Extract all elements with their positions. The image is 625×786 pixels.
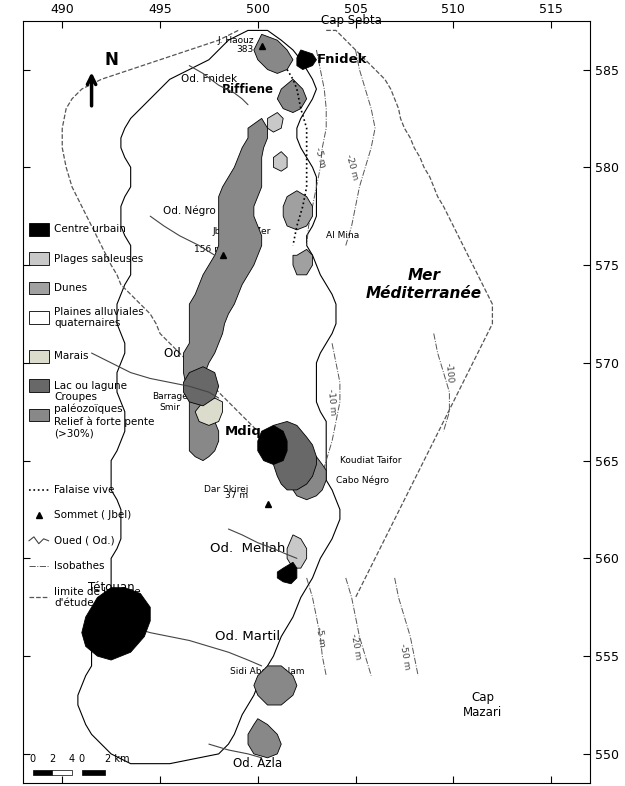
- Text: 2: 2: [49, 754, 56, 764]
- Text: Barrage
Smir: Barrage Smir: [152, 392, 188, 412]
- Text: -50 m: -50 m: [398, 642, 411, 670]
- Text: Fnidek: Fnidek: [316, 53, 367, 66]
- Text: Lac ou lagune: Lac ou lagune: [54, 380, 128, 391]
- Text: Sommet ( Jbel): Sommet ( Jbel): [54, 510, 132, 520]
- Text: Od. Martil: Od. Martil: [216, 630, 281, 643]
- Text: Cabo Négro: Cabo Négro: [336, 476, 389, 485]
- Text: Od. Négro: Od. Négro: [163, 205, 216, 215]
- Polygon shape: [254, 666, 297, 705]
- Text: Falaise vive: Falaise vive: [54, 485, 115, 495]
- Bar: [52, 769, 72, 776]
- Polygon shape: [278, 562, 297, 584]
- Polygon shape: [278, 79, 307, 112]
- Text: -5 m: -5 m: [314, 626, 327, 648]
- Bar: [82, 769, 105, 776]
- Text: Od.  Mellah: Od. Mellah: [210, 542, 286, 555]
- Bar: [29, 281, 49, 295]
- Text: 4: 4: [69, 754, 75, 764]
- Text: 383: 383: [237, 46, 254, 54]
- Text: 2 km: 2 km: [105, 754, 130, 764]
- Polygon shape: [78, 31, 340, 764]
- Text: Oued ( Od.): Oued ( Od.): [54, 536, 115, 545]
- Text: -5 m: -5 m: [313, 146, 328, 169]
- Text: Tétouan: Tétouan: [88, 581, 134, 594]
- Polygon shape: [273, 152, 287, 171]
- Polygon shape: [287, 535, 307, 568]
- Text: Marais: Marais: [54, 351, 89, 362]
- Text: Plages sableuses: Plages sableuses: [54, 254, 144, 263]
- Text: Mer
Méditerranée: Mer Méditerranée: [366, 268, 482, 301]
- Bar: [29, 380, 49, 392]
- Polygon shape: [293, 249, 312, 275]
- Bar: [29, 252, 49, 265]
- Text: 0: 0: [79, 754, 85, 764]
- Text: Koudiat Taifor: Koudiat Taifor: [340, 456, 401, 465]
- Text: -10 m: -10 m: [326, 388, 338, 416]
- Bar: [29, 350, 49, 363]
- Polygon shape: [258, 425, 287, 465]
- Text: 156 m: 156 m: [194, 245, 222, 254]
- Polygon shape: [273, 421, 316, 490]
- Text: Sidi Abdessalam: Sidi Abdessalam: [230, 667, 305, 676]
- Polygon shape: [283, 191, 312, 230]
- Text: Al Mina: Al Mina: [326, 231, 359, 241]
- Text: Mdiq: Mdiq: [225, 424, 262, 438]
- Text: Plaines alluviales
quaternaires: Plaines alluviales quaternaires: [54, 307, 144, 329]
- Bar: [29, 223, 49, 236]
- Text: J. Haouz: J. Haouz: [217, 35, 254, 45]
- Polygon shape: [248, 718, 281, 758]
- Bar: [29, 409, 49, 421]
- Text: -20 m: -20 m: [344, 153, 359, 181]
- Text: Centre urbain: Centre urbain: [54, 224, 126, 234]
- Text: Od  Smir: Od Smir: [164, 347, 215, 359]
- Text: 0: 0: [30, 754, 36, 764]
- Text: 37 m: 37 m: [225, 490, 248, 500]
- Text: N: N: [104, 51, 118, 68]
- Text: -100: -100: [444, 362, 455, 384]
- Text: Cap Sebta: Cap Sebta: [321, 13, 382, 27]
- Text: limite de la zone
d'étude: limite de la zone d'étude: [54, 586, 141, 608]
- Polygon shape: [195, 398, 222, 425]
- Text: -20 m: -20 m: [349, 633, 362, 660]
- Polygon shape: [254, 35, 293, 73]
- Text: Cap
Mazari: Cap Mazari: [463, 691, 503, 719]
- Text: Od. Fnidek: Od. Fnidek: [181, 75, 237, 84]
- Text: Jbel Zem Zer: Jbel Zem Zer: [213, 226, 271, 236]
- Text: Croupes
paléozoïques
Relief à forte pente
(>30%): Croupes paléozoïques Relief à forte pent…: [54, 392, 155, 438]
- Text: Od. Azla: Od. Azla: [233, 757, 282, 770]
- Bar: [29, 311, 49, 324]
- Polygon shape: [297, 50, 316, 69]
- Text: Dar Skirej: Dar Skirej: [204, 486, 248, 494]
- Bar: [33, 769, 52, 776]
- Polygon shape: [293, 451, 326, 500]
- Polygon shape: [82, 588, 150, 660]
- Polygon shape: [184, 119, 268, 461]
- Text: Isobathes: Isobathes: [54, 561, 105, 571]
- Polygon shape: [268, 112, 283, 132]
- Text: Riffiene: Riffiene: [222, 83, 274, 96]
- Text: Dunes: Dunes: [54, 283, 88, 293]
- Polygon shape: [184, 367, 219, 406]
